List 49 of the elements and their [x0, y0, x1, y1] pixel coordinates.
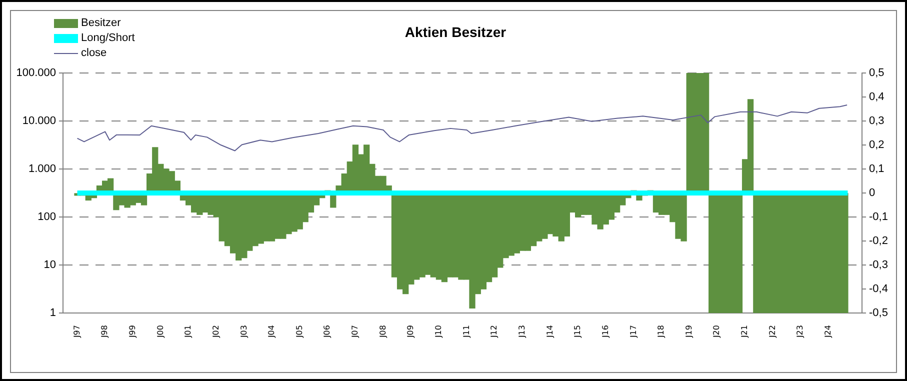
x-tick-label: J15	[573, 325, 582, 339]
x-tick-label: J12	[490, 325, 499, 339]
x-tick-label: J00	[156, 325, 165, 339]
y2-tick-label: 0,4	[869, 91, 884, 104]
y-tick-label: 10.000	[22, 115, 56, 128]
x-tick-label: J19	[684, 325, 694, 339]
x-tick-label: J02	[211, 325, 220, 339]
x-tick-label: J04	[267, 325, 276, 339]
y2-tick-label: 0,3	[869, 115, 884, 128]
y-tick-label: 1.000	[28, 163, 56, 176]
x-tick-label: J24	[824, 325, 833, 339]
legend-label: Besitzer	[81, 16, 121, 31]
x-tick-label: J17	[628, 325, 638, 339]
y-tick-label: 100	[38, 211, 56, 224]
x-tick-label: J10	[434, 325, 444, 339]
y2-tick-label: 0,5	[869, 67, 884, 80]
x-tick-label: J99	[128, 325, 137, 339]
x-tick-label: J07	[350, 325, 360, 339]
y2-tick-label: 0	[869, 187, 876, 200]
x-tick-label: J05	[294, 325, 304, 339]
x-tick-label: J03	[239, 325, 248, 339]
x-tick-label: J97	[72, 325, 82, 339]
y2-tick-label: -0,2	[869, 235, 888, 248]
y-tick-label: 100.000	[16, 67, 56, 80]
x-tick-label: J06	[322, 325, 332, 339]
y2-tick-label: -0,1	[869, 211, 888, 224]
y2-tick-label: 0,2	[869, 139, 884, 152]
x-tick-label: J13	[518, 325, 527, 339]
x-tick-label: J18	[656, 325, 666, 339]
x-tick-label: J14	[545, 325, 554, 339]
legend-label: Long/Short	[81, 31, 135, 46]
y2-tick-label: 0,1	[869, 163, 884, 176]
y2-tick-label: -0,5	[869, 307, 888, 320]
x-tick-label: J20	[712, 325, 722, 339]
x-tick-label: J98	[100, 325, 110, 339]
x-tick-label: J09	[406, 325, 416, 339]
y-tick-label: 10	[44, 259, 56, 272]
chart-title: Aktien Besitzer	[404, 24, 506, 40]
y-tick-label: 1	[50, 307, 56, 320]
x-tick-label: J08	[378, 325, 388, 339]
x-tick-label: J23	[796, 325, 805, 339]
x-tick-label: J21	[740, 325, 750, 339]
x-tick-label: J16	[600, 325, 610, 339]
y2-tick-label: -0,4	[869, 283, 888, 296]
y2-tick-label: -0,3	[869, 259, 888, 272]
legend-label: close	[81, 46, 107, 61]
x-tick-label: J01	[184, 325, 193, 339]
x-tick-label: J11	[462, 325, 471, 339]
x-tick-label: J22	[768, 325, 777, 339]
